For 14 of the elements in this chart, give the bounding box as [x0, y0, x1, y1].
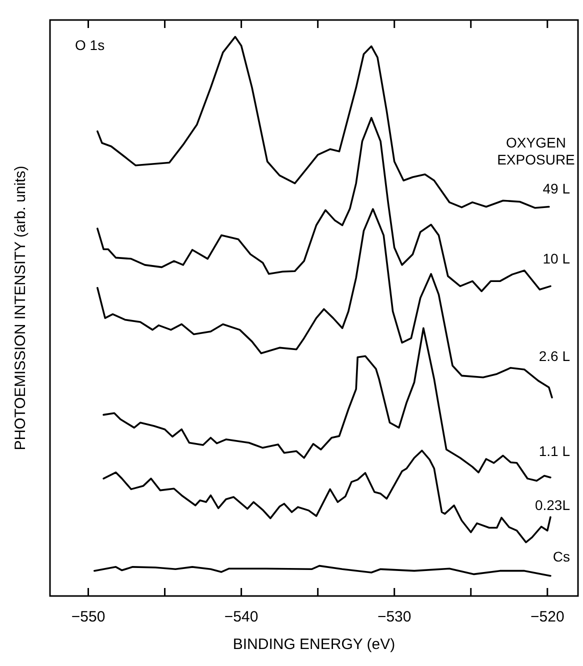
x-tick-label: −550: [71, 608, 106, 626]
series-label: 1.1 L: [538, 442, 570, 459]
series-label: Cs: [552, 548, 570, 565]
series-label: 2.6 L: [538, 348, 570, 364]
series-label: 49 L: [542, 180, 570, 197]
series-label: 10 L: [542, 250, 570, 267]
x-tick-label: −540: [224, 608, 258, 626]
legend-title: OXYGEN EXPOSURE: [497, 134, 575, 168]
x-tick-label: −520: [530, 608, 564, 626]
x-axis-title: BINDING ENERGY (eV): [232, 636, 396, 654]
x-tick-label: −530: [377, 608, 412, 626]
annotation: O 1s: [75, 37, 105, 53]
y-axis-title: PHOTOEMISSION INTENSITY (arb. units): [12, 166, 30, 450]
series-label: 0.23L: [534, 497, 570, 514]
